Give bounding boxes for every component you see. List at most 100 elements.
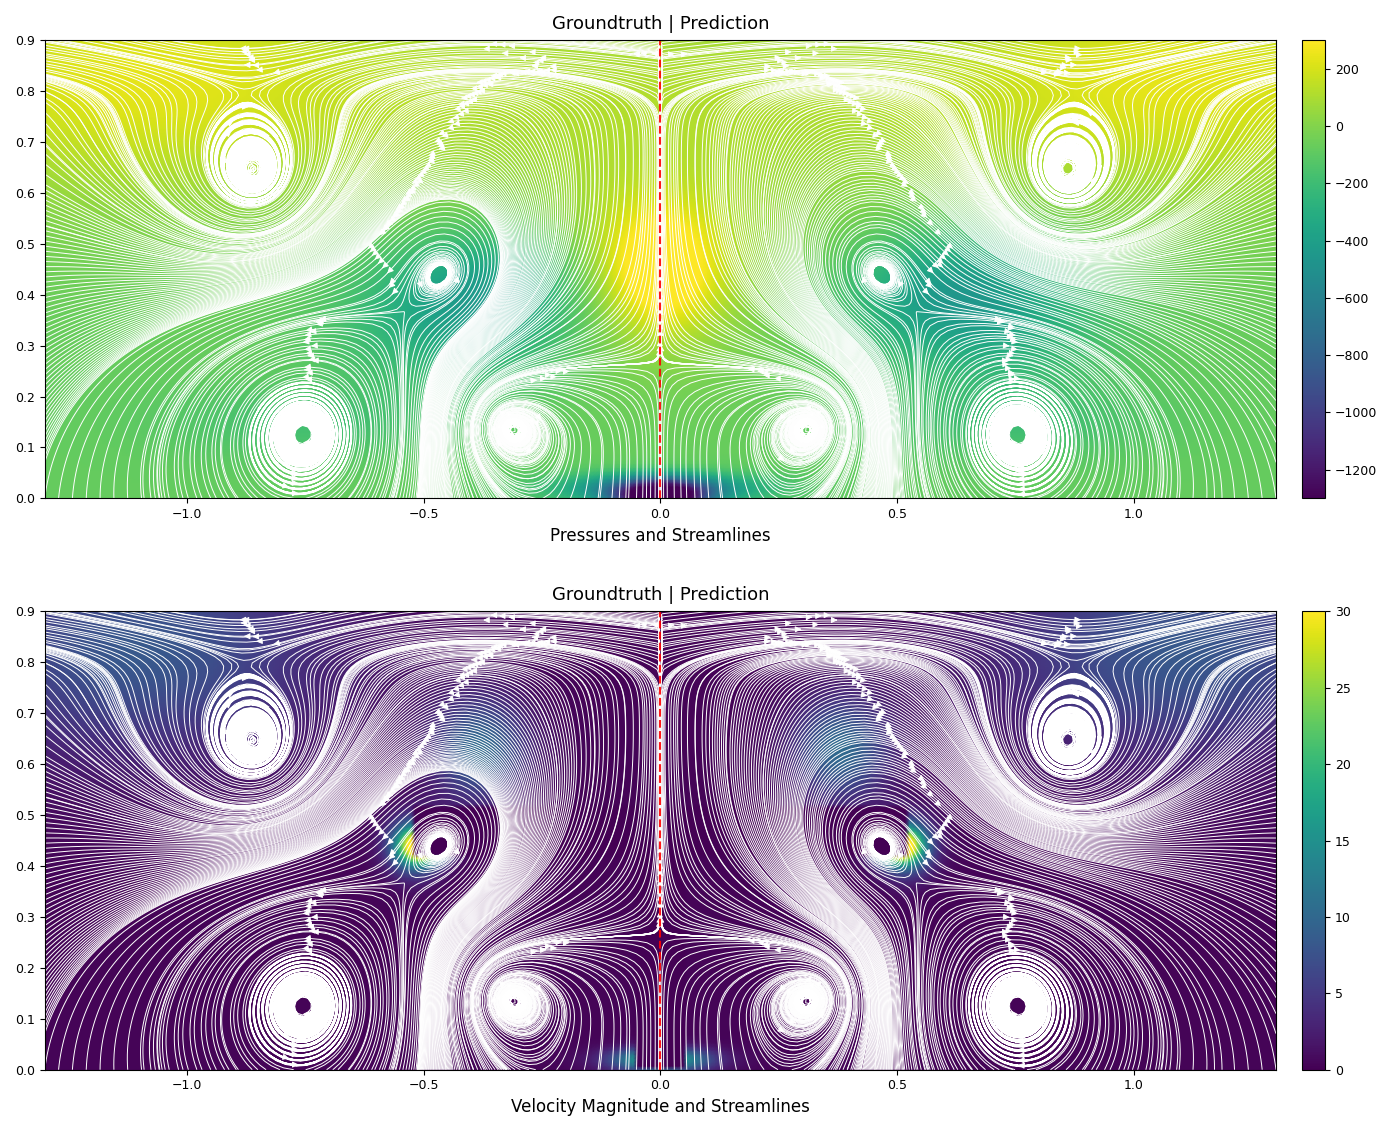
FancyArrowPatch shape (902, 182, 907, 187)
FancyArrowPatch shape (1074, 49, 1079, 54)
FancyArrowPatch shape (798, 1003, 804, 1009)
FancyArrowPatch shape (829, 653, 834, 657)
FancyArrowPatch shape (501, 642, 507, 647)
FancyArrowPatch shape (995, 888, 1001, 892)
FancyArrowPatch shape (417, 853, 421, 858)
FancyArrowPatch shape (1071, 633, 1077, 639)
FancyArrowPatch shape (494, 645, 500, 650)
FancyArrowPatch shape (291, 475, 297, 481)
FancyArrowPatch shape (1009, 372, 1015, 377)
FancyArrowPatch shape (552, 639, 556, 644)
FancyArrowPatch shape (491, 42, 497, 46)
FancyArrowPatch shape (1007, 353, 1012, 357)
FancyArrowPatch shape (659, 917, 664, 923)
FancyArrowPatch shape (430, 725, 435, 729)
FancyArrowPatch shape (307, 898, 312, 904)
FancyArrowPatch shape (1077, 52, 1082, 58)
FancyArrowPatch shape (491, 996, 496, 1002)
FancyArrowPatch shape (463, 672, 469, 677)
FancyArrowPatch shape (777, 629, 783, 634)
FancyArrowPatch shape (658, 901, 662, 907)
FancyArrowPatch shape (469, 663, 475, 668)
FancyArrowPatch shape (494, 74, 500, 78)
FancyArrowPatch shape (1018, 460, 1023, 466)
FancyArrowPatch shape (658, 871, 662, 875)
FancyArrowPatch shape (258, 67, 262, 72)
FancyArrowPatch shape (462, 95, 468, 101)
FancyArrowPatch shape (857, 673, 862, 677)
FancyArrowPatch shape (839, 84, 844, 89)
FancyArrowPatch shape (538, 70, 543, 75)
FancyArrowPatch shape (459, 674, 465, 680)
FancyArrowPatch shape (1018, 470, 1023, 476)
FancyArrowPatch shape (886, 729, 892, 734)
FancyArrowPatch shape (658, 323, 662, 329)
FancyArrowPatch shape (813, 51, 818, 55)
FancyArrowPatch shape (853, 109, 858, 113)
FancyArrowPatch shape (774, 70, 780, 75)
FancyArrowPatch shape (1012, 339, 1018, 344)
FancyArrowPatch shape (1009, 948, 1014, 953)
FancyArrowPatch shape (399, 775, 405, 780)
FancyArrowPatch shape (1042, 69, 1047, 74)
FancyArrowPatch shape (806, 70, 812, 75)
FancyArrowPatch shape (853, 101, 858, 106)
FancyArrowPatch shape (244, 46, 249, 51)
FancyArrowPatch shape (937, 829, 942, 835)
FancyArrowPatch shape (658, 305, 662, 310)
FancyArrowPatch shape (447, 697, 454, 701)
FancyArrowPatch shape (514, 642, 519, 647)
FancyArrowPatch shape (521, 70, 526, 75)
FancyArrowPatch shape (1064, 178, 1070, 182)
FancyArrowPatch shape (890, 162, 896, 167)
FancyArrowPatch shape (867, 697, 874, 701)
FancyArrowPatch shape (406, 192, 412, 198)
FancyArrowPatch shape (521, 627, 525, 632)
FancyArrowPatch shape (832, 618, 837, 622)
FancyArrowPatch shape (1077, 623, 1082, 629)
FancyArrowPatch shape (525, 640, 531, 646)
FancyArrowPatch shape (876, 717, 882, 722)
FancyArrowPatch shape (305, 939, 311, 943)
FancyArrowPatch shape (1064, 641, 1070, 647)
FancyArrowPatch shape (925, 853, 931, 860)
FancyArrowPatch shape (413, 182, 419, 187)
FancyArrowPatch shape (857, 111, 862, 116)
FancyArrowPatch shape (392, 288, 398, 294)
FancyArrowPatch shape (305, 904, 311, 908)
FancyArrowPatch shape (529, 418, 533, 424)
FancyArrowPatch shape (1057, 640, 1063, 645)
FancyArrowPatch shape (459, 103, 465, 109)
FancyArrowPatch shape (503, 51, 508, 55)
FancyArrowPatch shape (382, 834, 388, 839)
FancyArrowPatch shape (658, 863, 662, 869)
FancyArrowPatch shape (844, 668, 850, 673)
FancyArrowPatch shape (291, 1046, 297, 1052)
FancyArrowPatch shape (778, 640, 784, 646)
FancyArrowPatch shape (400, 771, 406, 777)
FancyArrowPatch shape (854, 666, 860, 672)
FancyArrowPatch shape (396, 204, 402, 209)
FancyArrowPatch shape (248, 627, 253, 631)
FancyArrowPatch shape (227, 121, 232, 126)
FancyArrowPatch shape (658, 895, 662, 900)
FancyArrowPatch shape (658, 283, 662, 287)
FancyArrowPatch shape (298, 451, 304, 456)
FancyArrowPatch shape (1011, 907, 1016, 913)
FancyArrowPatch shape (937, 258, 942, 264)
FancyArrowPatch shape (836, 655, 841, 659)
FancyArrowPatch shape (785, 69, 791, 75)
FancyArrowPatch shape (794, 641, 799, 646)
FancyArrowPatch shape (510, 43, 515, 49)
FancyArrowPatch shape (826, 647, 832, 653)
FancyArrowPatch shape (395, 779, 400, 785)
FancyArrowPatch shape (839, 656, 844, 661)
FancyArrowPatch shape (487, 81, 491, 86)
FancyArrowPatch shape (552, 68, 556, 72)
FancyArrowPatch shape (921, 211, 927, 217)
FancyArrowPatch shape (806, 43, 812, 49)
FancyArrowPatch shape (841, 656, 847, 662)
FancyArrowPatch shape (1012, 440, 1016, 446)
FancyArrowPatch shape (500, 613, 505, 619)
FancyArrowPatch shape (802, 71, 808, 76)
